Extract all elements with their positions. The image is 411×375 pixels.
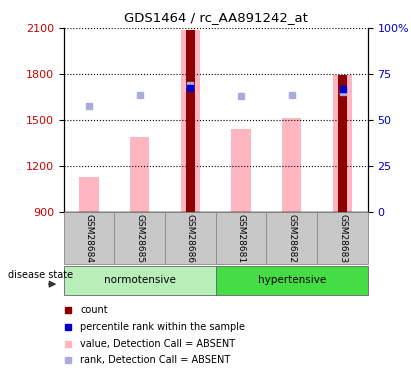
Bar xyxy=(333,75,352,212)
Bar xyxy=(79,177,99,212)
Text: count: count xyxy=(81,305,108,315)
Bar xyxy=(282,118,301,212)
Text: rank, Detection Call = ABSENT: rank, Detection Call = ABSENT xyxy=(81,355,231,365)
Text: percentile rank within the sample: percentile rank within the sample xyxy=(81,322,245,332)
Text: disease state: disease state xyxy=(8,270,73,280)
Text: GSM28685: GSM28685 xyxy=(135,214,144,262)
Bar xyxy=(216,212,266,264)
Text: hypertensive: hypertensive xyxy=(258,275,326,285)
Bar xyxy=(338,75,347,212)
Bar xyxy=(181,30,200,212)
Text: normotensive: normotensive xyxy=(104,275,175,285)
Title: GDS1464 / rc_AA891242_at: GDS1464 / rc_AA891242_at xyxy=(124,11,308,24)
Text: GSM28681: GSM28681 xyxy=(237,214,246,262)
Text: GSM28686: GSM28686 xyxy=(186,214,195,262)
Bar xyxy=(266,212,317,264)
Bar xyxy=(64,266,216,295)
Text: GSM28684: GSM28684 xyxy=(85,214,94,262)
Text: GSM28682: GSM28682 xyxy=(287,214,296,262)
Text: value, Detection Call = ABSENT: value, Detection Call = ABSENT xyxy=(81,339,236,348)
Bar xyxy=(317,212,368,264)
Bar xyxy=(231,129,251,212)
Bar xyxy=(114,212,165,264)
Text: GSM28683: GSM28683 xyxy=(338,214,347,262)
Bar xyxy=(186,30,195,212)
Bar xyxy=(130,137,149,212)
Bar xyxy=(165,212,216,264)
Bar xyxy=(216,266,368,295)
Bar xyxy=(64,212,114,264)
